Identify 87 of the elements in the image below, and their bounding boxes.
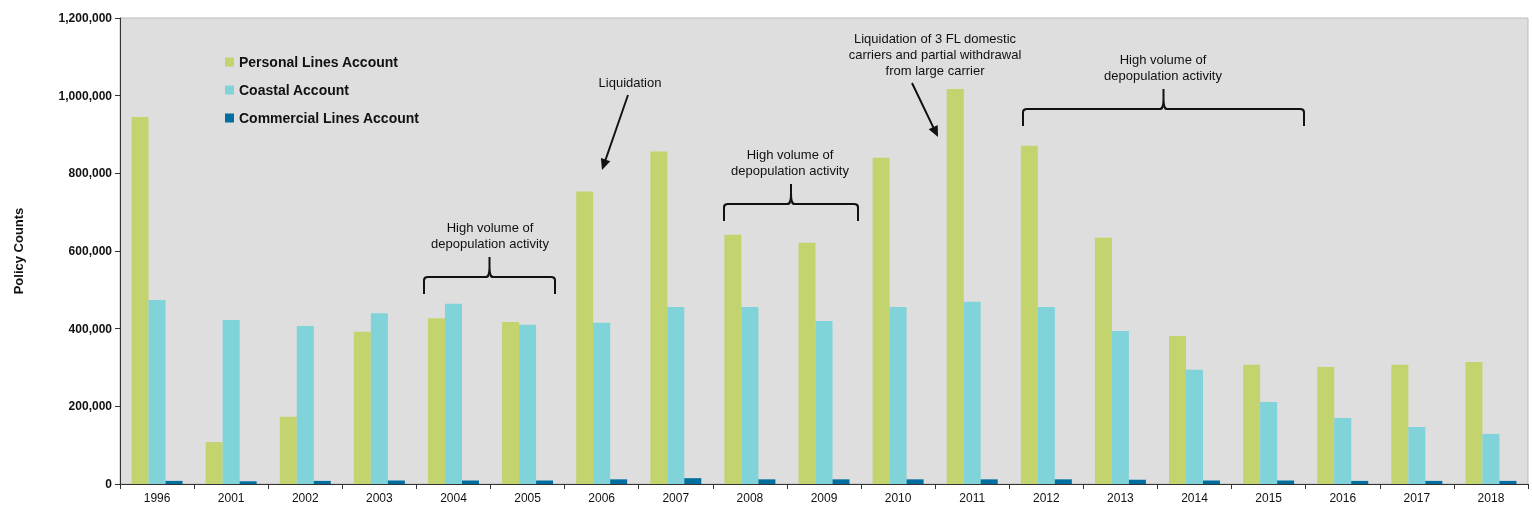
bar (148, 299, 166, 484)
bar (1425, 480, 1443, 484)
y-tick-label: 0 (105, 477, 113, 491)
bar (832, 479, 850, 484)
bar (741, 306, 759, 484)
x-tick-label: 2012 (1032, 491, 1060, 505)
x-tick-label: 2001 (217, 491, 245, 505)
annotation: High volume of depopulation activity (1103, 52, 1223, 84)
bar (1020, 145, 1038, 484)
annotation: Liquidation (597, 75, 663, 91)
legend-label: Personal Lines Account (239, 54, 399, 70)
x-tick-label: 2016 (1329, 491, 1357, 505)
bar (1408, 426, 1426, 484)
bar (519, 324, 537, 484)
bar (131, 117, 149, 484)
bar (222, 320, 240, 484)
x-tick-label: 2009 (810, 491, 838, 505)
bar (1128, 479, 1146, 484)
legend-label: Commercial Lines Account (239, 110, 420, 126)
x-tick-label: 2014 (1181, 491, 1209, 505)
bar (1260, 402, 1278, 484)
x-tick-label: 2018 (1477, 491, 1505, 505)
bar (1351, 480, 1369, 484)
bar (1482, 433, 1500, 484)
bar (815, 320, 833, 484)
bar (1111, 331, 1129, 484)
bar (610, 479, 628, 484)
bar (1334, 417, 1352, 484)
bar (502, 322, 520, 484)
bar (980, 479, 998, 484)
bar (353, 331, 371, 484)
y-tick-label: 600,000 (68, 244, 113, 258)
x-tick-label: 2013 (1107, 491, 1135, 505)
bar (1465, 362, 1483, 484)
y-tick-label: 1,000,000 (58, 88, 113, 103)
x-tick-label: 2008 (736, 491, 764, 505)
y-tick-label: 1,200,000 (58, 11, 113, 25)
bar (239, 481, 257, 484)
x-tick-label: 2007 (662, 491, 690, 505)
legend-label: Coastal Account (239, 82, 350, 98)
x-tick-label: 2017 (1403, 491, 1431, 505)
bar (370, 313, 388, 484)
annotation: Liquidation of 3 FL domestic carriers and partial withdrawal from large carrier (847, 31, 1023, 79)
bar (296, 325, 314, 484)
bar (1243, 364, 1261, 484)
bar (576, 191, 594, 484)
bar (313, 480, 331, 484)
bar (1037, 306, 1055, 484)
bar (798, 242, 816, 484)
bar (427, 318, 445, 484)
y-tick-label: 800,000 (68, 166, 113, 181)
annotation: High volume of depopulation activity (430, 220, 550, 252)
bar (165, 480, 183, 484)
x-tick-label: 1996 (143, 491, 171, 505)
bar (279, 416, 297, 484)
bar (1054, 479, 1072, 484)
bar (889, 306, 907, 484)
bar (1094, 237, 1112, 484)
bar (1169, 336, 1187, 484)
bar (963, 301, 981, 484)
bar (758, 479, 776, 484)
bar (444, 303, 462, 484)
x-tick-label: 2002 (291, 491, 319, 505)
bar (1391, 364, 1409, 484)
bar (906, 479, 924, 484)
bar (724, 234, 742, 484)
x-tick-label: 2005 (514, 491, 542, 505)
x-tick-label: 2015 (1255, 491, 1283, 505)
y-tick-label: 400,000 (68, 321, 113, 336)
y-tick-label: 200,000 (68, 399, 113, 414)
y-axis-title: Policy Counts (11, 207, 26, 295)
bar (593, 322, 611, 484)
bar (1317, 367, 1335, 484)
bar (1186, 369, 1204, 484)
x-tick-label: 2004 (440, 491, 468, 505)
bar (650, 151, 668, 484)
x-tick-label: 2003 (366, 491, 394, 505)
bar (1499, 480, 1517, 484)
x-tick-label: 2010 (884, 491, 912, 505)
bar (946, 89, 964, 484)
bar (872, 157, 890, 484)
bar (667, 306, 685, 484)
x-tick-label: 2011 (959, 491, 986, 505)
bar (684, 478, 702, 484)
x-tick-label: 2006 (588, 491, 616, 505)
annotation: High volume of depopulation activity (730, 147, 850, 179)
bar (205, 442, 223, 484)
